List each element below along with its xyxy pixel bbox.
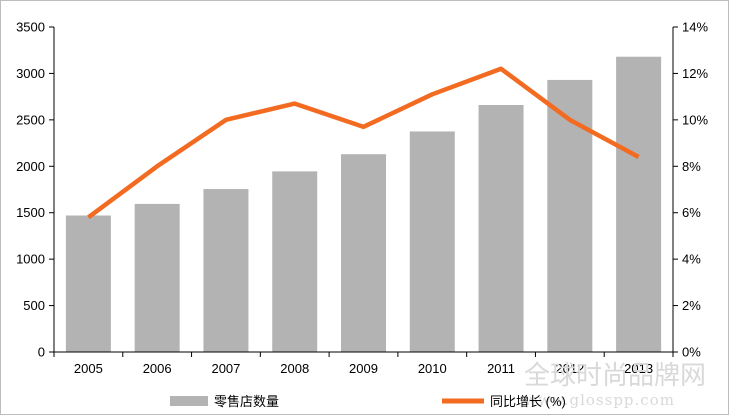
line-series bbox=[87, 66, 640, 220]
y-right-tick-label: 10% bbox=[682, 112, 708, 127]
x-tick-label-2013: 2013 bbox=[624, 361, 653, 376]
y-right-tick-label: 14% bbox=[682, 20, 708, 35]
bar-2012 bbox=[547, 79, 593, 352]
y-left-tick-label: 500 bbox=[23, 298, 45, 313]
x-tick-labels: 2005 2006 2007 2008 2009 2010 2011 2012 2013 bbox=[74, 361, 653, 376]
bar-2006 bbox=[134, 203, 180, 352]
y-left-tick-label: 2500 bbox=[16, 112, 45, 127]
bar-2008 bbox=[272, 171, 318, 352]
bar-2010 bbox=[409, 131, 455, 352]
watermark: 全球时尚品牌网 www.glosspp.com bbox=[524, 361, 706, 409]
y-left-tick-label: 0 bbox=[38, 345, 45, 360]
x-tick-label-2008: 2008 bbox=[280, 361, 309, 376]
bar-2007 bbox=[203, 189, 249, 352]
y-right-tick-label: 4% bbox=[682, 252, 701, 267]
y-left-tick-label: 1500 bbox=[16, 205, 45, 220]
y-right-tick-label: 6% bbox=[682, 205, 701, 220]
bar-2009 bbox=[341, 154, 386, 352]
watermark-url: www.glosspp.com bbox=[524, 391, 675, 409]
y-right-tick-label: 0% bbox=[682, 345, 701, 360]
bar-series bbox=[65, 56, 662, 352]
x-tick-label-2006: 2006 bbox=[143, 361, 172, 376]
axes bbox=[49, 26, 678, 357]
legend: 零售店数量 同比增长 (%) bbox=[170, 394, 566, 409]
bar-2005 bbox=[65, 215, 111, 352]
y-right-tick-label: 8% bbox=[682, 159, 701, 174]
bar-2011 bbox=[478, 105, 524, 352]
y-left-tick-labels: 0 500 1000 1500 2000 2500 3000 3500 bbox=[16, 20, 45, 360]
y-left-tick-label: 1000 bbox=[16, 252, 45, 267]
x-tick-label-2009: 2009 bbox=[349, 361, 378, 376]
x-tick-label-2011: 2011 bbox=[487, 361, 515, 376]
y-right-tick-labels: 0% 2% 4% 6% 8% 10% 12% 14% bbox=[682, 20, 708, 360]
bar-2013 bbox=[616, 56, 662, 352]
x-tick-label-2007: 2007 bbox=[211, 361, 240, 376]
x-tick-label-2010: 2010 bbox=[418, 361, 447, 376]
legend-label-line: 同比增长 (%) bbox=[490, 394, 566, 409]
y-left-tick-label: 3000 bbox=[16, 66, 45, 81]
x-tick-label-2005: 2005 bbox=[74, 361, 103, 376]
legend-swatch-bars bbox=[170, 396, 208, 406]
y-right-tick-label: 2% bbox=[682, 298, 701, 313]
y-right-tick-label: 12% bbox=[682, 66, 708, 81]
x-tick-label-2012: 2012 bbox=[555, 361, 584, 376]
y-left-tick-label: 3500 bbox=[16, 20, 45, 35]
y-left-tick-label: 2000 bbox=[16, 159, 45, 174]
legend-label-bars: 零售店数量 bbox=[214, 394, 279, 409]
watermark-text: 全球时尚品牌网 bbox=[524, 361, 706, 391]
